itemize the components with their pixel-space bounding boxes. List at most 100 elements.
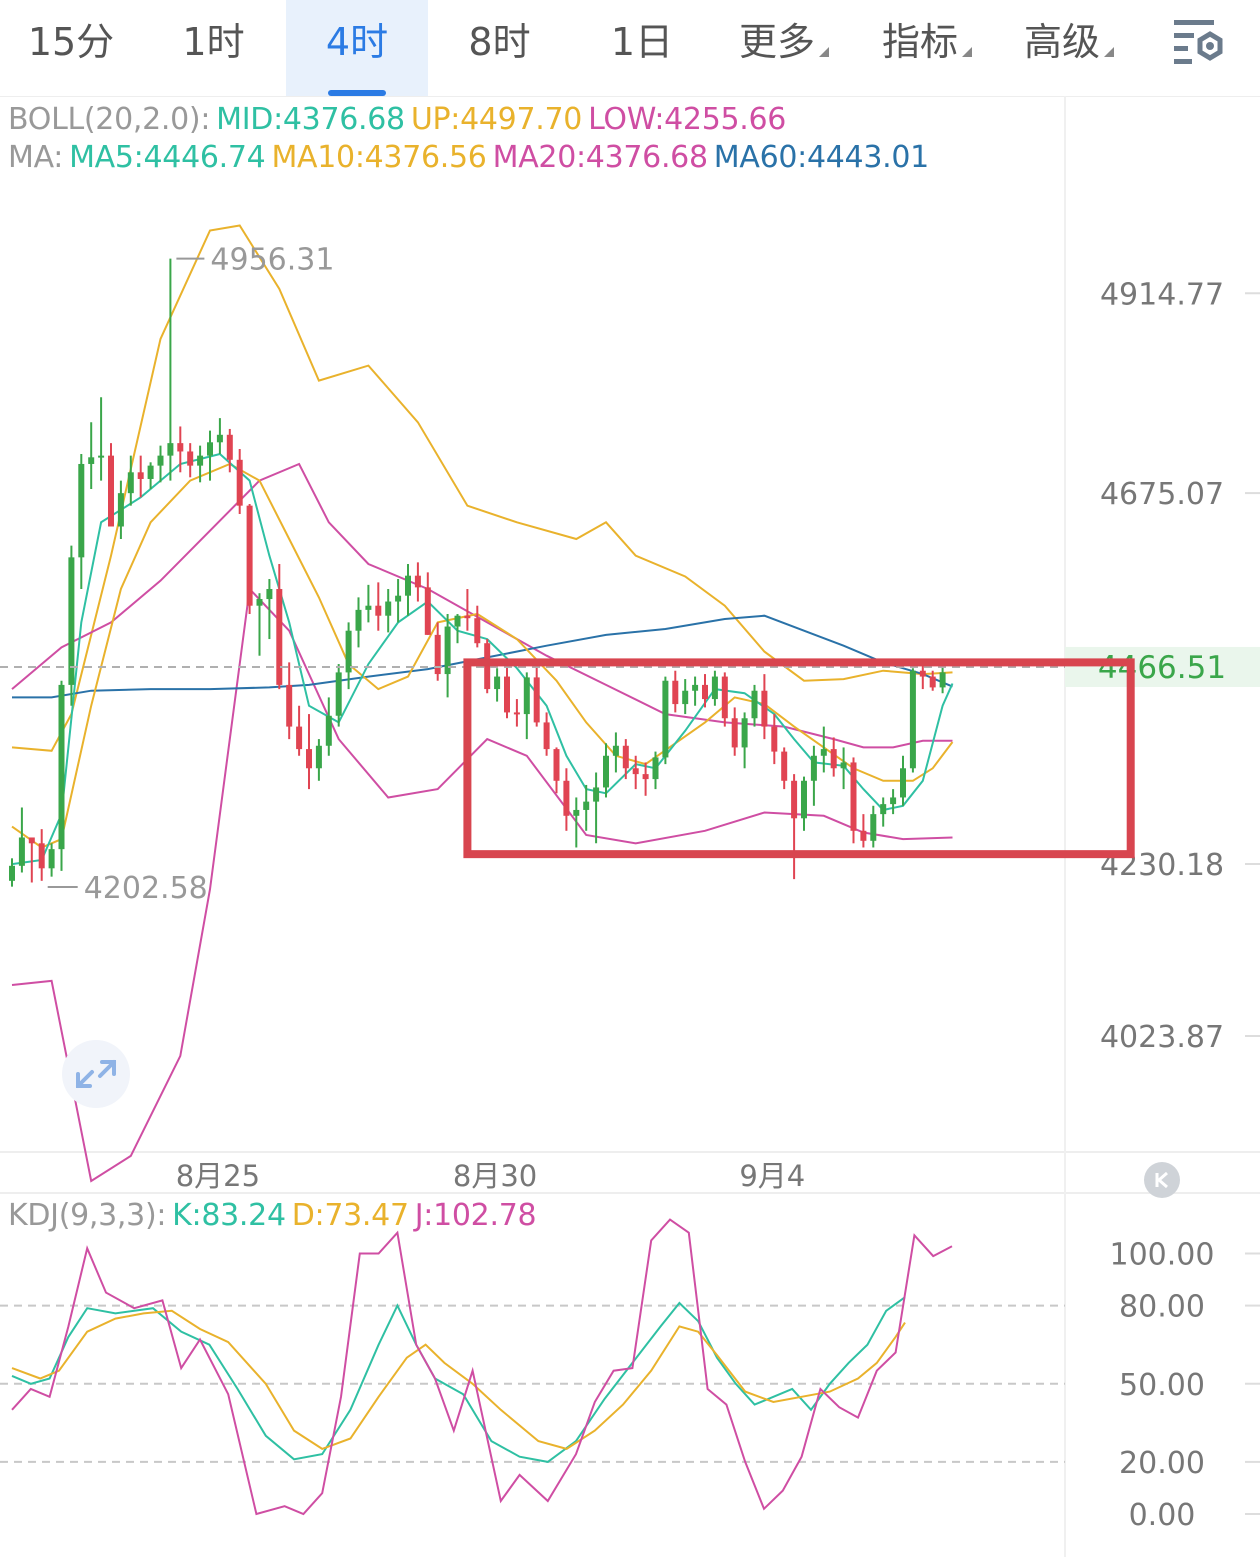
- tab-more[interactable]: 更多: [713, 0, 855, 96]
- candle-body: [593, 787, 600, 802]
- candle-body: [494, 676, 501, 690]
- candle-body: [246, 505, 253, 606]
- candle-body: [315, 745, 322, 769]
- ma-name: MA:: [8, 140, 64, 175]
- candle-body: [632, 768, 639, 775]
- scroll-to-latest-icon[interactable]: [1144, 1162, 1180, 1198]
- price-axis-label: 4230.18: [1100, 848, 1224, 883]
- candle-body: [345, 630, 352, 673]
- candle-body: [662, 680, 669, 758]
- candle-body: [58, 684, 65, 850]
- candle-body: [375, 605, 382, 616]
- candle-body: [741, 718, 748, 748]
- fullscreen-expand-icon[interactable]: [62, 1040, 130, 1108]
- candle-body: [197, 455, 204, 466]
- candle-body: [523, 677, 530, 715]
- candle-body: [266, 589, 273, 600]
- boll-lower-line: [11, 586, 953, 1183]
- candle-body: [484, 643, 491, 690]
- candle-body: [692, 684, 699, 691]
- ma60-value: MA60:4443.01: [713, 140, 929, 175]
- candle-body: [919, 670, 926, 677]
- candle-body: [791, 780, 798, 819]
- kdj-j: J:102.78: [414, 1198, 537, 1233]
- candle-body: [28, 837, 35, 844]
- candle-body: [355, 609, 362, 631]
- tab-15min[interactable]: 15分: [0, 0, 142, 96]
- kdj-axis-label: 50.00: [1119, 1368, 1205, 1403]
- kdj-d: D:73.47: [291, 1198, 409, 1233]
- candle-body: [306, 749, 312, 769]
- current-price-label: 4466.51: [1098, 650, 1226, 686]
- ma10-line: [11, 462, 954, 849]
- tab-label: 更多: [738, 20, 815, 64]
- candle-body: [860, 830, 867, 841]
- date-axis-label: 9月4: [739, 1159, 805, 1193]
- candle-body: [18, 837, 25, 866]
- candle-body: [414, 575, 421, 588]
- candle-body: [603, 755, 609, 788]
- date-axis-label: 8月25: [176, 1159, 260, 1193]
- price-axis-label: 4023.87: [1100, 1020, 1224, 1055]
- kdj-j-line: [11, 1218, 953, 1516]
- candle-body: [464, 615, 471, 619]
- kdj-k-line: [11, 1296, 906, 1463]
- candle-body: [929, 676, 936, 688]
- kdj-k: K:83.24: [172, 1198, 286, 1233]
- candle-body: [513, 712, 520, 715]
- current-price-tag: [1065, 646, 1260, 687]
- candle-body: [365, 605, 372, 610]
- tab-label: 8时: [468, 20, 531, 64]
- candle-body: [68, 557, 75, 685]
- candle-body: [296, 726, 303, 750]
- candle-body: [652, 757, 659, 780]
- ma10-value: MA10:4376.56: [271, 140, 487, 175]
- candle-body: [751, 690, 758, 719]
- low-marker-label: 4202.58: [84, 871, 208, 906]
- kdj-axis-label: 100.00: [1110, 1238, 1215, 1273]
- candle-body: [801, 780, 807, 819]
- tab-4h[interactable]: 4时: [286, 0, 428, 96]
- candle-body: [207, 442, 213, 456]
- tab-advanced[interactable]: 高级: [998, 0, 1140, 96]
- candle-body: [444, 626, 451, 675]
- boll-upper-line: [11, 224, 953, 752]
- candle-body: [405, 575, 411, 596]
- candle-body: [276, 589, 283, 685]
- chart-settings-icon[interactable]: [1168, 14, 1230, 70]
- candle-body: [117, 493, 124, 527]
- candle-body: [88, 457, 95, 464]
- candle-body: [731, 718, 738, 748]
- boll-up: UP:4497.70: [410, 102, 583, 137]
- tab-indicators[interactable]: 指标: [856, 0, 998, 96]
- dropdown-triangle-icon: [1104, 47, 1114, 57]
- candle-body: [890, 797, 897, 805]
- tab-1h[interactable]: 1时: [142, 0, 285, 96]
- ma-legend: MA: MA5:4446.74 MA10:4376.56 MA20:4376.68 MA…: [8, 140, 935, 175]
- candle-body: [147, 465, 154, 479]
- candle-body: [256, 599, 263, 606]
- candle-body: [721, 676, 728, 719]
- candle-body: [840, 762, 847, 769]
- candle-body: [533, 677, 540, 723]
- boll-low: LOW:4255.66: [588, 102, 787, 137]
- candle-body: [108, 455, 114, 527]
- timeframe-tab-bar: 15分 1时 4时 8时 1日 更多 指标 高级: [0, 0, 1260, 97]
- candle-body: [850, 762, 857, 831]
- kdj-axis-label: 80.00: [1119, 1290, 1205, 1325]
- kdj-name: KDJ(9,3,3):: [8, 1198, 167, 1233]
- tab-label: 1时: [182, 20, 245, 64]
- candle-body: [395, 595, 402, 602]
- candle-body: [830, 749, 837, 769]
- candle-body: [711, 676, 718, 700]
- candle-body: [781, 751, 788, 781]
- tab-1d[interactable]: 1日: [571, 0, 713, 96]
- tab-8h[interactable]: 8时: [428, 0, 571, 96]
- candle-body: [672, 680, 679, 705]
- candle-body: [682, 690, 689, 705]
- candle-body: [434, 634, 441, 675]
- candle-body: [157, 455, 164, 466]
- candle-body: [385, 601, 392, 616]
- candle-body: [504, 676, 510, 713]
